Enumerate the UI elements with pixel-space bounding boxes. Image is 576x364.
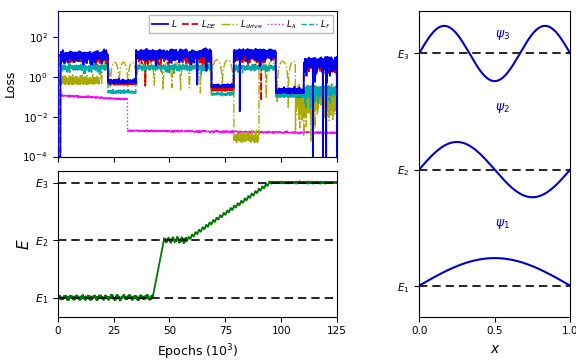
$L_{drive}$ <box>294 89 301 94</box>
$L_{drive}$ <box>334 91 340 96</box>
$L_{DE}$ <box>54 154 61 159</box>
$L_f$ <box>210 91 217 95</box>
Legend: $L$, $L_{DE}$, $L_{drive}$, $L_{\lambda}$, $L_f$: $L$, $L_{DE}$, $L_{drive}$, $L_{\lambda}… <box>149 15 333 33</box>
$L_{drive}$ <box>162 62 169 66</box>
$L_f$ <box>334 87 340 91</box>
Text: $\psi_1$: $\psi_1$ <box>495 217 510 231</box>
$L_{\lambda}$ <box>54 93 61 98</box>
$L_{\lambda}$ <box>55 92 62 97</box>
Y-axis label: E: E <box>17 239 32 249</box>
$L_{\lambda}$ <box>162 128 169 133</box>
$L_{\lambda}$ <box>304 130 311 134</box>
$L_{\lambda}$ <box>282 130 289 135</box>
$L_{\lambda}$ <box>314 132 321 136</box>
$L_{DE}$ <box>293 93 300 97</box>
Line: $L_f$: $L_f$ <box>58 63 337 111</box>
Line: $L_{\lambda}$: $L_{\lambda}$ <box>58 95 337 134</box>
$L_{drive}$ <box>54 82 61 86</box>
$L_{drive}$ <box>304 95 311 99</box>
Y-axis label: Loss: Loss <box>3 70 17 98</box>
$L_{\lambda}$ <box>293 131 300 135</box>
$L$ <box>55 154 62 159</box>
$L$ <box>54 11 61 16</box>
$L_f$ <box>54 61 61 65</box>
$L_{drive}$ <box>60 78 67 83</box>
$L_{\lambda}$ <box>334 131 340 135</box>
$L_f$ <box>293 92 300 97</box>
$L$ <box>334 62 340 66</box>
$L_{drive}$ <box>213 58 220 62</box>
$L_f$ <box>282 94 289 98</box>
X-axis label: x: x <box>491 342 499 356</box>
Line: $L$: $L$ <box>58 13 337 157</box>
$L_{DE}$ <box>304 62 311 67</box>
$L$ <box>282 90 289 95</box>
$L_{DE}$ <box>60 56 67 60</box>
$L_{\lambda}$ <box>60 94 67 98</box>
Text: $\psi_3$: $\psi_3$ <box>495 28 510 42</box>
$L_f$ <box>162 66 169 71</box>
Line: $L_{drive}$: $L_{drive}$ <box>58 60 337 143</box>
$L_f$ <box>60 63 67 67</box>
$L_{DE}$ <box>334 67 340 71</box>
$L$ <box>304 57 311 61</box>
$L_{DE}$ <box>54 17 61 21</box>
$L$ <box>162 51 169 55</box>
$L_{DE}$ <box>162 55 169 59</box>
$L$ <box>60 52 67 56</box>
$L_{DE}$ <box>282 94 289 98</box>
$L$ <box>210 83 217 87</box>
$L$ <box>293 91 300 95</box>
$L_{\lambda}$ <box>210 130 217 134</box>
Text: $\psi_2$: $\psi_2$ <box>495 101 510 115</box>
Line: $L_{DE}$: $L_{DE}$ <box>58 19 337 157</box>
$L_f$ <box>322 109 329 114</box>
$L_{DE}$ <box>210 88 217 92</box>
X-axis label: Epochs ($10^3$): Epochs ($10^3$) <box>157 342 238 361</box>
$L_{drive}$ <box>210 62 217 66</box>
$L_f$ <box>304 92 310 96</box>
$L_{drive}$ <box>254 141 261 145</box>
$L_{drive}$ <box>282 62 289 67</box>
